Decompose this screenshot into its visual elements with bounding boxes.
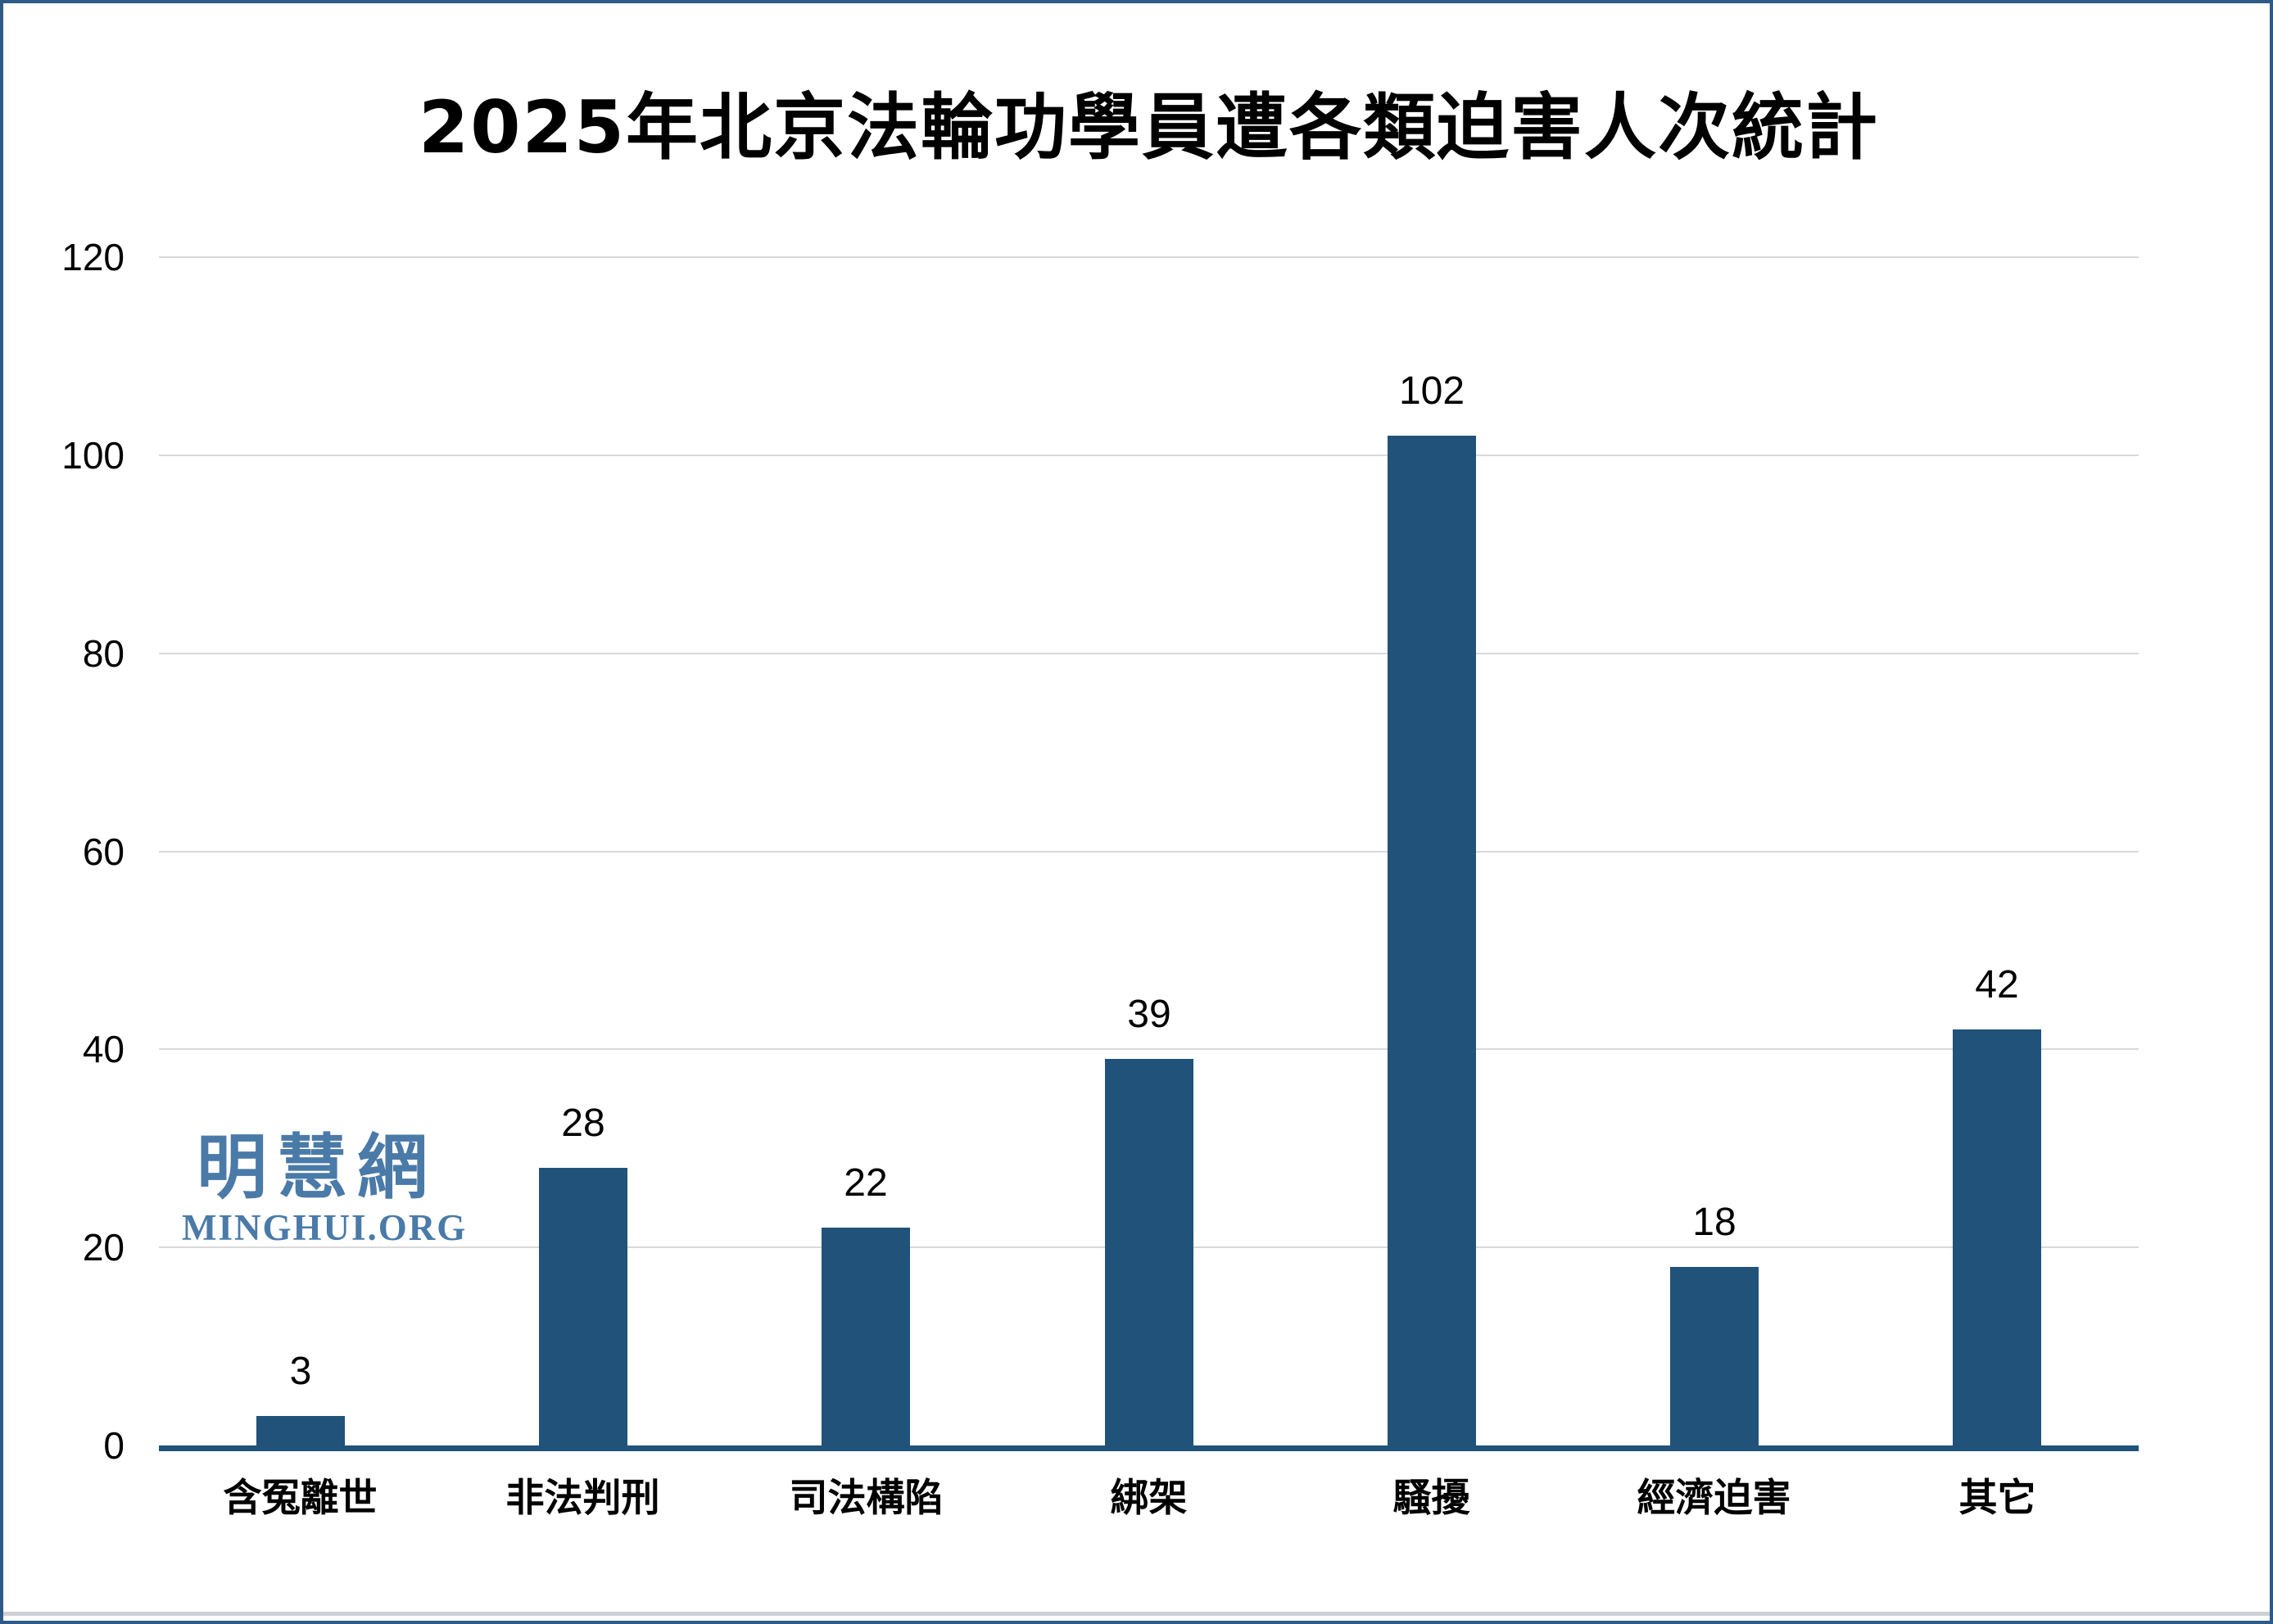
y-tick-label-0: 0 xyxy=(103,1424,125,1467)
x-axis-line xyxy=(159,1445,2139,1451)
bar xyxy=(1670,1267,1759,1445)
bar-value-label: 42 xyxy=(1975,963,2019,1007)
y-tick-label-60: 60 xyxy=(82,830,125,873)
bar-value-label: 28 xyxy=(561,1102,605,1145)
gridline-40 xyxy=(159,1048,2139,1051)
y-tick-label-100: 100 xyxy=(61,434,125,477)
bar-value-label: 102 xyxy=(1398,369,1465,413)
category-label: 其它 xyxy=(1958,1476,2036,1521)
category-label: 經濟迫害 xyxy=(1637,1476,1791,1521)
bar-value-label: 18 xyxy=(1692,1201,1736,1244)
category-label: 非法判刑 xyxy=(505,1476,660,1521)
watermark-latin-text: MINGHUI.ORG xyxy=(182,1207,468,1248)
gridline-60 xyxy=(159,850,2139,853)
bar xyxy=(256,1416,345,1445)
gridline-80 xyxy=(159,652,2139,654)
gridline-120 xyxy=(159,256,2139,259)
bar-value-label: 3 xyxy=(289,1350,312,1393)
bar xyxy=(822,1228,910,1445)
y-tick-label-40: 40 xyxy=(82,1028,125,1071)
bar xyxy=(1388,436,1476,1445)
gridline-100 xyxy=(159,455,2139,456)
bottom-gray-strip xyxy=(3,1612,2270,1616)
category-label: 司法構陷 xyxy=(789,1476,944,1521)
bar xyxy=(539,1168,627,1445)
chart-title: 2025年北京法輪功學員遭各類迫害人次統計 xyxy=(419,85,1879,170)
watermark-cjk-text: 明慧網 xyxy=(197,1127,437,1209)
category-label: 騷擾 xyxy=(1392,1476,1470,1521)
bar xyxy=(1953,1029,2041,1445)
category-label: 綁架 xyxy=(1110,1476,1188,1521)
category-label: 含冤離世 xyxy=(223,1476,378,1521)
minghui-watermark: 明慧網 MINGHUI.ORG xyxy=(182,1127,468,1248)
y-tick-label-120: 120 xyxy=(61,236,125,279)
y-tick-label-20: 20 xyxy=(82,1226,125,1269)
bar-value-label: 22 xyxy=(844,1161,888,1205)
bar xyxy=(1105,1059,1193,1445)
plot-area: 0 20 40 60 80 100 120 3 28 22 39 102 18 42 含冤離世 非法判刑 司… xyxy=(3,3,2270,1621)
bar-value-label: 39 xyxy=(1127,993,1171,1036)
y-tick-label-80: 80 xyxy=(82,631,125,675)
